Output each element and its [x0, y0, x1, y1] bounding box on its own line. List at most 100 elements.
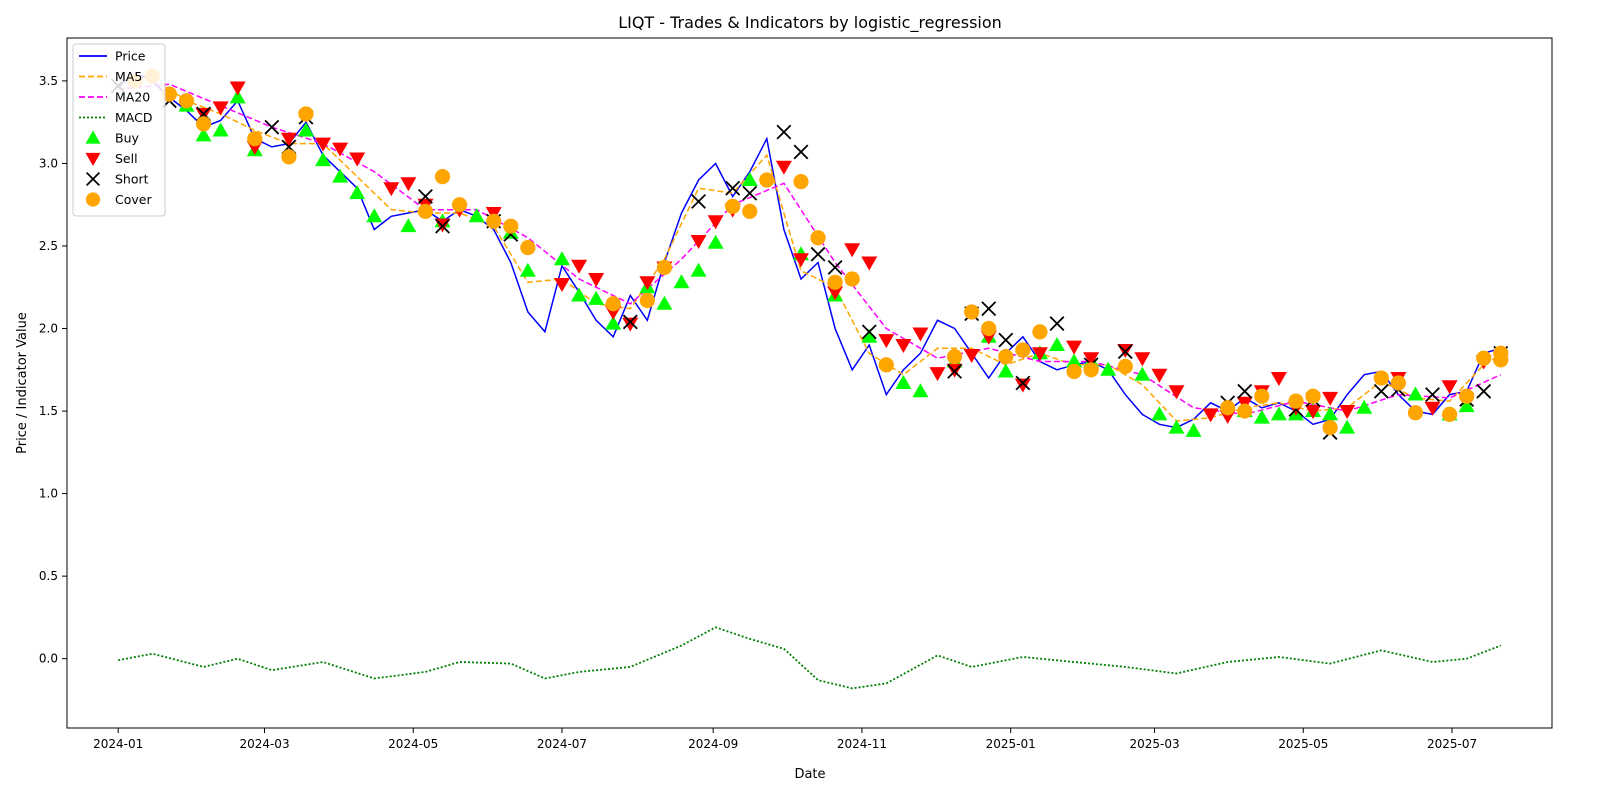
cover-marker	[810, 230, 826, 246]
x-tick-label: 2024-01	[93, 737, 143, 751]
x-tick-label: 2024-07	[537, 737, 587, 751]
plot-frame	[66, 37, 1553, 729]
sell-marker	[1202, 408, 1219, 423]
cover-marker	[1390, 375, 1406, 391]
short-marker	[776, 124, 792, 140]
x-tick-label: 2025-07	[1427, 737, 1477, 751]
legend-swatch-sell	[85, 152, 101, 166]
sell-marker	[212, 101, 229, 116]
buy-marker	[554, 251, 570, 266]
short-marker	[264, 119, 280, 135]
y-axis-label: Price / Indicator Value	[15, 312, 30, 454]
cover-marker	[434, 169, 451, 185]
plot-area	[110, 68, 1509, 690]
chart-title: LIQT - Trades & Indicators by logistic_r…	[618, 13, 1002, 33]
cover-marker	[195, 116, 212, 132]
y-tick-label: 2.5	[39, 239, 58, 253]
sell-marker	[1083, 352, 1100, 367]
x-tick-label: 2024-11	[837, 737, 887, 751]
cover-marker	[981, 320, 997, 337]
cover-marker	[1459, 388, 1475, 404]
sell-marker	[1031, 347, 1048, 362]
cover-marker	[605, 296, 621, 312]
sell-marker	[895, 339, 912, 354]
legend-label-short: Short	[115, 172, 149, 187]
legend-entry-cover: Cover	[85, 192, 152, 207]
cover-marker	[1066, 363, 1082, 380]
buy-marker	[212, 122, 229, 137]
sell-marker	[707, 215, 724, 230]
buy-marker	[1322, 406, 1339, 421]
legend-entry-sell: Sell	[85, 151, 138, 166]
cover-marker	[451, 197, 468, 213]
legend-swatch-short	[85, 171, 101, 187]
short-marker	[793, 144, 809, 160]
buy-marker	[1270, 406, 1287, 421]
legend-label-ma5: MA5	[115, 69, 142, 84]
y-tick-label: 1.5	[39, 404, 58, 418]
buy-marker	[707, 234, 724, 249]
legend-label-buy: Buy	[115, 131, 139, 146]
legend-entry-buy: Buy	[85, 130, 139, 146]
short-marker	[981, 301, 997, 317]
macd-line	[118, 626, 1502, 690]
cover-marker	[1373, 370, 1389, 386]
sell-marker	[1151, 368, 1168, 383]
y-tick-label: 0.5	[39, 569, 58, 583]
legend-entry-macd: MACD	[79, 110, 152, 125]
cover-marker	[281, 149, 297, 165]
x-axis-label: Date	[794, 767, 825, 782]
buy-marker	[1458, 398, 1475, 413]
cover-marker	[1407, 405, 1424, 421]
cover-marker	[161, 86, 178, 102]
buy-marker	[468, 208, 485, 223]
sell-marker	[1305, 405, 1322, 420]
cover-marker	[759, 172, 775, 188]
short-marker	[1015, 375, 1031, 391]
sell-marker	[332, 142, 349, 157]
short-marker	[1237, 383, 1253, 399]
short-marker	[691, 193, 706, 209]
x-tick-label: 2025-03	[1129, 737, 1179, 751]
legend-swatch-buy	[85, 130, 101, 144]
cover-marker	[656, 259, 673, 276]
buy-marker	[1151, 406, 1168, 421]
legend-entry-ma5: MA5	[79, 69, 142, 84]
buy-marker	[588, 290, 605, 305]
buy-marker	[605, 315, 622, 330]
cover-marker	[742, 203, 758, 219]
cover-marker	[946, 348, 963, 365]
legend-entry-price: Price	[79, 49, 146, 64]
buy-marker	[519, 262, 536, 277]
short-marker	[947, 364, 963, 379]
cover-marker	[878, 357, 894, 373]
cover-marker	[1032, 324, 1048, 340]
sell-marker	[827, 286, 844, 301]
buy-marker	[895, 375, 912, 389]
cover-marker	[1254, 388, 1270, 404]
buy-marker	[1339, 419, 1356, 434]
sell-marker	[861, 256, 878, 271]
sell-marker	[383, 182, 400, 197]
sell-marker	[1339, 405, 1356, 420]
buy-marker	[997, 363, 1014, 378]
short-marker	[742, 185, 758, 201]
legend-swatch-cover	[85, 192, 101, 207]
buy-marker	[656, 295, 673, 310]
legend-label-price: Price	[115, 49, 146, 64]
cover-marker	[844, 271, 860, 287]
legend-label-macd: MACD	[115, 110, 152, 125]
legend: Price MA5 MA20 MACD Buy Sell Short Cover	[72, 43, 166, 217]
cover-marker	[1322, 419, 1338, 436]
buy-marker	[400, 218, 417, 233]
cover-marker	[793, 174, 809, 190]
short-marker	[1117, 344, 1133, 360]
cover-marker	[1237, 403, 1253, 419]
sell-marker	[1014, 378, 1031, 393]
buy-marker	[366, 208, 383, 223]
cover-marker	[1305, 388, 1321, 404]
legend-entry-ma20: MA20	[79, 90, 150, 105]
cover-marker	[298, 106, 314, 122]
cover-marker	[1083, 362, 1099, 378]
y-tick-label: 0.0	[39, 652, 58, 666]
